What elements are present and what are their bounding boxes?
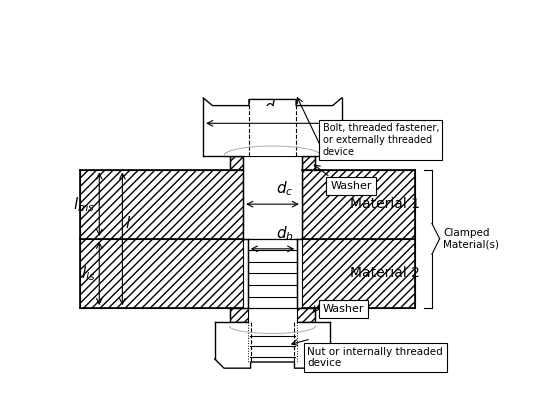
Bar (80, 170, 243, 239)
Text: Nut or internally threaded
device: Nut or internally threaded device (307, 347, 443, 368)
Bar (203, 106, 342, 155)
Text: Bolt, threaded fastener,
or externally threaded
device: Bolt, threaded fastener, or externally t… (323, 123, 439, 156)
Bar (302, 170, 415, 239)
Text: Washer: Washer (323, 304, 364, 314)
Bar (302, 155, 315, 170)
Text: $l_{ls}$: $l_{ls}$ (81, 264, 96, 283)
Bar (302, 239, 415, 308)
Bar (230, 308, 248, 322)
Text: $d_c$: $d_c$ (277, 179, 294, 198)
Text: Clamped
Material(s): Clamped Material(s) (444, 228, 499, 250)
Text: $d_h$: $d_h$ (264, 99, 281, 117)
Text: Material 2: Material 2 (350, 266, 419, 280)
Text: $l_{ms}$: $l_{ms}$ (74, 195, 96, 214)
Text: $d_b$: $d_b$ (277, 224, 294, 243)
Text: Washer: Washer (330, 181, 372, 191)
Bar (243, 155, 302, 239)
Text: Material 1: Material 1 (350, 197, 419, 211)
Bar (248, 239, 297, 308)
Bar (297, 308, 315, 322)
Bar (230, 155, 243, 170)
Text: $l$: $l$ (126, 215, 132, 232)
Bar (215, 322, 330, 368)
Bar (80, 239, 243, 308)
